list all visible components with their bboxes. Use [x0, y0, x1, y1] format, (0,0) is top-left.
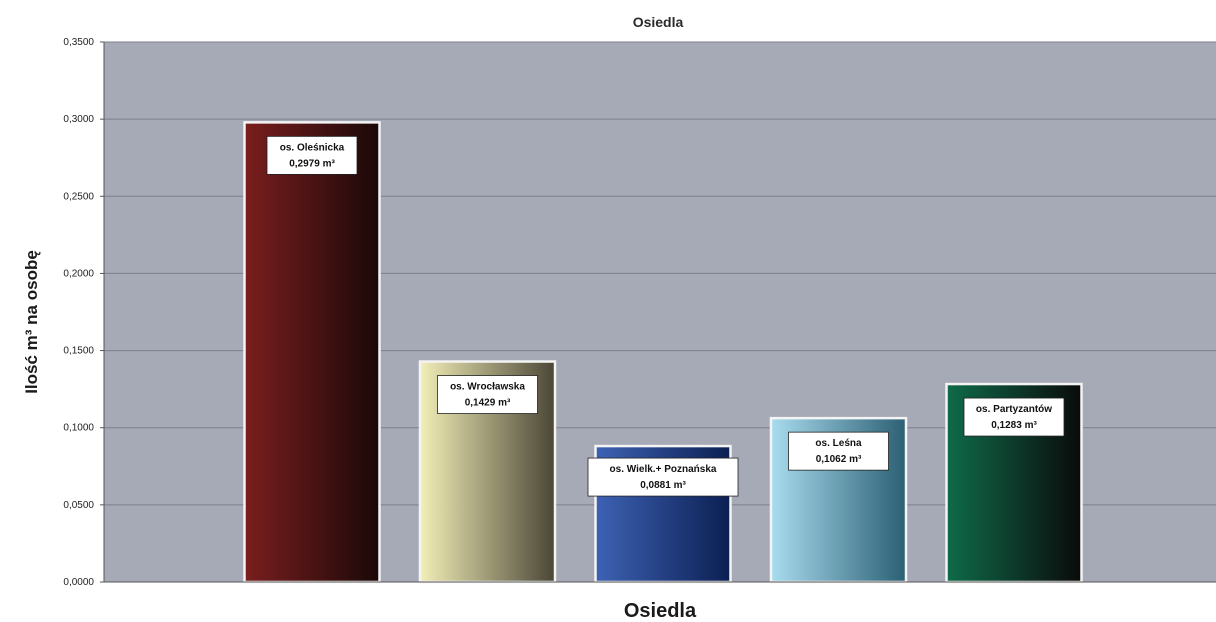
y-axis-ticks: 0,0000 0,0500 0,1000 0,1500 0,2000 0,2500 0,30…: [63, 37, 104, 588]
y-tick-label: 0,1000: [63, 423, 94, 434]
y-tick-label: 0,3500: [63, 37, 94, 48]
bar-category-label: os. Wrocławska: [450, 382, 525, 393]
bar-category-label: os. Wielk.+ Poznańska: [610, 464, 717, 475]
y-tick-label: 0,2000: [63, 268, 94, 279]
bar: [243, 121, 381, 584]
bar-category-label: os. Partyzantów: [976, 404, 1052, 415]
bar-value-label: 0,2979 m³: [289, 158, 335, 169]
bar-value-label: 0,1283 m³: [991, 420, 1037, 431]
bar-label-box: [963, 397, 1065, 437]
y-tick-label: 0,2500: [63, 191, 94, 202]
y-axis-title: Ilość m³ na osobę: [22, 250, 41, 394]
bar-label-box: [587, 457, 739, 497]
x-axis-title: Osiedla: [624, 600, 697, 622]
y-tick-label: 0,1500: [63, 346, 94, 357]
bar-label-box: [788, 431, 889, 471]
bar-value-label: 0,1429 m³: [465, 398, 511, 409]
y-tick-label: 0,0000: [63, 577, 94, 588]
bar-label-box: [266, 135, 358, 175]
chart-subtitle: Osiedla: [633, 14, 684, 30]
bar-value-label: 0,0881 m³: [640, 480, 686, 491]
bar-value-label: 0,1062 m³: [816, 454, 862, 465]
y-tick-label: 0,3000: [63, 114, 94, 125]
bar-category-label: os. Oleśnicka: [280, 142, 345, 153]
bars: os. Oleśnicka 0,2979 m³ os. Wrocławska 0,14…: [243, 121, 1083, 584]
bar-category-label: os. Leśna: [815, 438, 862, 449]
y-tick-label: 0,0500: [63, 500, 94, 511]
bar-label-box: [437, 375, 538, 414]
